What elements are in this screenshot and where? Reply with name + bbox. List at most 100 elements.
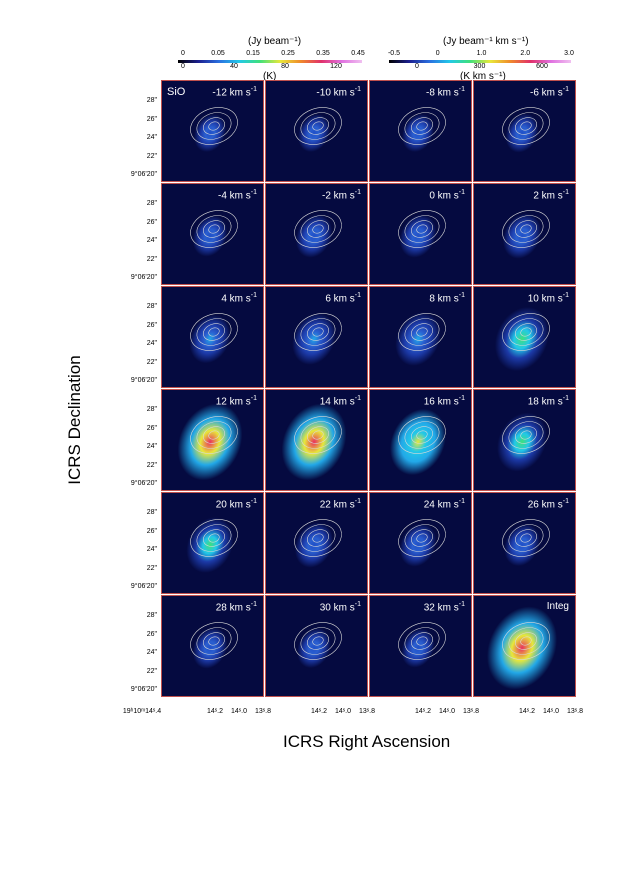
velocity-label: 16 km s-1 [423,395,465,408]
y-tick-label: 22" [146,358,157,366]
emission-blob [401,114,435,152]
contour-line [502,313,550,351]
contour-line [312,636,324,646]
channel-panel: 6 km s-1 [265,286,368,388]
y-tick-label: 28" [146,97,157,104]
contour-line [190,416,238,454]
contour-line [190,622,238,660]
emission-blob [395,312,441,366]
contour-line [294,622,342,660]
emission-map [370,287,471,387]
colorbar-tick: 0 [435,50,440,57]
channel-panel: 28 km s-1 [161,595,264,697]
colorbar-tick: 40 [230,63,238,70]
emission-map [162,287,263,387]
velocity-unit-exponent: -1 [458,601,465,608]
emission-map [474,184,575,284]
emission-blob [193,114,227,152]
velocity-unit-exponent: -1 [458,498,465,505]
channel-panel: 18 km s-1 [473,389,576,491]
velocity-label: 20 km s-1 [215,498,257,511]
contour-line [208,224,220,234]
velocity-label: Integ [546,601,569,612]
contour-line [520,430,532,440]
velocity-unit-exponent: -1 [562,189,569,196]
velocity-label: 28 km s-1 [215,601,257,614]
contour-line [508,318,544,346]
velocity-unit-exponent: -1 [354,601,361,608]
channel-panel: 26 km s-1 [473,492,576,594]
contour-line [520,533,532,543]
y-tick-label: 22" [146,667,157,675]
contour-line [196,627,232,655]
emission-blob [504,523,540,567]
y-tick-label: 22" [146,461,157,469]
velocity-unit-exponent: -1 [562,498,569,505]
y-tick-label: 9°06'20" [130,686,157,693]
y-tick-label: 9°06'20" [130,377,157,384]
contour-line [520,121,532,131]
channel-panel: 14 km s-1 [265,389,368,491]
velocity-unit-exponent: -1 [354,189,361,196]
colorbar-tick: 0.15 [246,50,260,57]
contour-line [398,416,446,454]
channel-panel: -6 km s-1 [473,80,576,182]
x-tick-label: 14ˢ.2 [206,708,224,715]
contour-line [196,112,232,140]
channel-panel: -2 km s-1 [265,183,368,285]
channel-panel: -10 km s-1 [265,80,368,182]
emission-map [474,493,575,593]
emission-map [266,493,367,593]
contour-line [515,632,537,650]
channel-panel: 24 km s-1 [369,492,472,594]
emission-map [370,184,471,284]
cbar-left-unit-bottom: (K) [263,71,277,82]
emission-blob [390,408,446,476]
x-tick-label: 14ˢ.0 [230,708,248,715]
emission-map [266,287,367,387]
contour-line [398,313,446,351]
contour-line [190,313,238,351]
velocity-label: 14 km s-1 [319,395,361,408]
colorbar-tick: 2.0 [520,50,531,57]
velocity-label: -12 km s-1 [212,86,257,99]
y-tick-label: 24" [146,237,157,244]
contour-line [208,327,220,337]
velocity-unit-exponent: -1 [458,292,465,299]
contour-line [502,107,550,145]
emission-map [266,596,367,696]
y-tick-label: 26" [146,115,157,123]
emission-map [162,493,263,593]
velocity-unit-exponent: -1 [458,86,465,93]
emission-map [474,287,575,387]
contour-line [307,632,329,650]
colorbar-tick: 1.0 [476,50,487,57]
x-tick-label: 13ˢ.8 [358,708,376,715]
contour-line [508,215,544,243]
contour-line [411,323,433,341]
contour-line [307,426,329,444]
y-tick-label: 24" [146,134,157,141]
y-tick-label: 26" [146,527,157,535]
contour-line [416,121,428,131]
y-tick-label: 26" [146,630,157,638]
velocity-unit-exponent: -1 [354,292,361,299]
contour-line [515,529,537,547]
emission-map [474,390,575,490]
colorbar-tick: 0 [181,50,185,57]
contour-line [416,430,428,440]
emission-blob [487,606,557,690]
contour-line [502,416,550,454]
contour-line [300,215,336,243]
contour-line [520,327,532,337]
channel-panel: 2 km s-1 [473,183,576,285]
velocity-label: 30 km s-1 [319,601,361,614]
contour-line [203,632,225,650]
emission-blob [401,628,435,668]
contour-line [312,224,324,234]
y-tick-label: 26" [146,424,157,432]
colorbar-tick: 80 [281,63,289,70]
contour-line [508,112,544,140]
colorbar-tick: 0.35 [316,50,330,57]
contour-line [404,112,440,140]
